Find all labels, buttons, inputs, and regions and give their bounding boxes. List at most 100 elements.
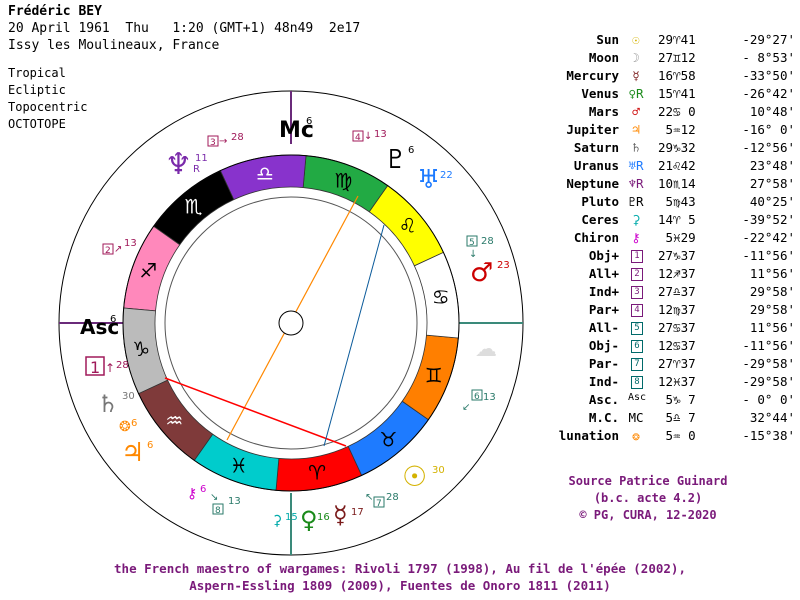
svg-text:28: 28 bbox=[386, 492, 399, 503]
planet-latitude: -22°42' bbox=[742, 230, 795, 245]
planet-position: 21♌42 bbox=[658, 158, 696, 173]
planet-glyph-icon: 2 bbox=[631, 268, 643, 281]
mercury-num: 17 bbox=[351, 507, 364, 518]
mars-icon: ♂ bbox=[470, 258, 493, 288]
leo-icon: ♌ bbox=[399, 214, 417, 238]
planet-latitude: 10°48' bbox=[749, 104, 795, 119]
svg-text:28: 28 bbox=[481, 236, 494, 247]
chiron-num: 6 bbox=[200, 484, 206, 495]
credit-acte: (b.c. acte 4.2) bbox=[593, 491, 703, 505]
planet-name: All- bbox=[588, 320, 619, 335]
planet-row: Mercury ☿ 16♈58 -33°50' bbox=[540, 68, 795, 86]
capricorn-icon: ♑ bbox=[132, 337, 150, 361]
planet-latitude: - 8°53' bbox=[742, 50, 795, 65]
planet-glyph-icon: 5 bbox=[631, 322, 643, 335]
planet-name: lunation bbox=[558, 428, 619, 443]
zodiac-ring: ♈ ♉ ♊ ♋ ♌ ♍ ♎ ♏ ♐ ♑ ♒ ♓ bbox=[122, 154, 460, 492]
svg-text:↙: ↙ bbox=[462, 402, 470, 413]
zodiac-outer-edge bbox=[122, 154, 460, 492]
planet-glyph-icon: ☽ bbox=[632, 50, 640, 65]
svg-text:↗: ↗ bbox=[114, 244, 122, 255]
planet-row: Par- 7 27♈37 -29°58' bbox=[540, 356, 795, 374]
planet-latitude: -11°56' bbox=[742, 338, 795, 353]
planet-position: 14♈ 5 bbox=[658, 212, 696, 227]
planet-row: Obj- 6 12♋37 -11°56' bbox=[540, 338, 795, 356]
planet-row: Jupiter ♃ 5♒12 -16° 0' bbox=[540, 122, 795, 140]
planet-position: 27♎37 bbox=[658, 284, 696, 299]
planet-glyph-icon: 8 bbox=[631, 376, 643, 389]
birth-datetime: 20 April 1961 Thu 1:20 (GMT+1) 48n49 2e1… bbox=[8, 21, 361, 36]
svg-text:2: 2 bbox=[105, 246, 111, 256]
planet-glyph-icon: ♀R bbox=[628, 86, 644, 101]
ceres-num: 15 bbox=[285, 512, 298, 523]
planet-row: Ind- 8 12♓37 -29°58' bbox=[540, 374, 795, 392]
pluto-num: 6 bbox=[408, 145, 414, 156]
moon-icon: ☁ bbox=[475, 337, 497, 362]
planet-row: Mars ♂ 22♋ 0 10°48' bbox=[540, 104, 795, 122]
marker-8: 8 13 ↘ bbox=[210, 492, 241, 516]
svg-text:5: 5 bbox=[469, 238, 475, 248]
planet-row: All- 5 27♋37 11°56' bbox=[540, 320, 795, 338]
native-name: Frédéric BEY bbox=[8, 4, 102, 19]
saturn-icon: ♄ bbox=[97, 390, 119, 418]
marker-3: 3 → 28 bbox=[207, 132, 244, 148]
planet-position: 27♈37 bbox=[658, 356, 696, 371]
planet-glyph-icon: ⚷ bbox=[631, 230, 641, 245]
planet-position: 12♋37 bbox=[658, 338, 696, 353]
marker-2: 2 ↗ 13 bbox=[102, 238, 137, 256]
planet-position: 5♎ 7 bbox=[658, 410, 696, 425]
svg-text:28: 28 bbox=[231, 132, 244, 143]
neptune-icon: ♆ bbox=[165, 147, 192, 182]
svg-text:6: 6 bbox=[474, 392, 480, 402]
svg-text:13: 13 bbox=[483, 392, 496, 403]
planet-glyph-icon: ⚳ bbox=[631, 212, 641, 227]
planet-name: Neptune bbox=[566, 176, 619, 191]
planet-row: Ceres ⚳ 14♈ 5 -39°52' bbox=[540, 212, 795, 230]
planet-name: M.C. bbox=[588, 410, 619, 425]
marker-6: 6 13 ↙ bbox=[462, 389, 496, 413]
planet-row: Par+ 4 12♍37 29°58' bbox=[540, 302, 795, 320]
planet-name: Pluto bbox=[581, 194, 619, 209]
planet-position: 5♒ 0 bbox=[658, 428, 696, 443]
svg-text:13: 13 bbox=[124, 238, 137, 249]
planet-name: Uranus bbox=[573, 158, 619, 173]
planet-row: Chiron ⚷ 5♓29 -22°42' bbox=[540, 230, 795, 248]
venus-num: 16 bbox=[317, 512, 330, 523]
venus-icon: ♀ bbox=[300, 506, 318, 534]
planet-glyph-icon: ☿ bbox=[632, 68, 640, 83]
planet-position: 29♈41 bbox=[658, 32, 696, 47]
planet-latitude: -29°58' bbox=[742, 374, 795, 389]
marker-1: 1 ↑ 28 bbox=[85, 356, 129, 377]
uranus-num: 22 bbox=[440, 170, 453, 181]
planet-name: Moon bbox=[588, 50, 619, 65]
neptune-num: 11 bbox=[195, 153, 208, 164]
planet-row: Neptune ♆R 10♏14 27°58' bbox=[540, 176, 795, 194]
planet-name: Saturn bbox=[573, 140, 619, 155]
mercury-icon: ☿ bbox=[333, 501, 348, 529]
birth-place: Issy les Moulineaux, France bbox=[8, 38, 220, 53]
planet-position: 12♓37 bbox=[658, 374, 696, 389]
planet-row: Asc. Asc 5♑ 7 - 0° 0' bbox=[540, 392, 795, 410]
planet-position: 27♑37 bbox=[658, 248, 696, 263]
jupiter-num: 6 bbox=[147, 440, 153, 451]
planet-name: Mercury bbox=[566, 68, 619, 83]
svg-text:↓: ↓ bbox=[469, 249, 477, 260]
planet-row: Obj+ 1 27♑37 -11°56' bbox=[540, 248, 795, 266]
svg-text:13: 13 bbox=[228, 496, 241, 507]
footer-line-2: Aspern-Essling 1809 (2009), Fuentes de O… bbox=[189, 578, 611, 593]
svg-text:13: 13 bbox=[374, 129, 387, 140]
planet-position: 22♋ 0 bbox=[658, 104, 696, 119]
sun-num: 30 bbox=[432, 465, 445, 476]
planet-name: Chiron bbox=[573, 230, 619, 245]
planet-name: All+ bbox=[588, 266, 619, 281]
planet-glyph-icon: 3 bbox=[631, 286, 643, 299]
planet-name: Obj+ bbox=[588, 248, 619, 263]
mc-index: 6 bbox=[306, 116, 312, 127]
credit-copyright: © PG, CURA, 12-2020 bbox=[579, 508, 717, 522]
planet-position: 15♈41 bbox=[658, 86, 696, 101]
planet-position: 12♐37 bbox=[658, 266, 696, 281]
pluto-icon: ♇ bbox=[384, 145, 407, 175]
libra-icon: ♎ bbox=[256, 161, 274, 185]
planet-latitude: 40°25' bbox=[749, 194, 795, 209]
planet-latitude: 11°56' bbox=[749, 320, 795, 335]
